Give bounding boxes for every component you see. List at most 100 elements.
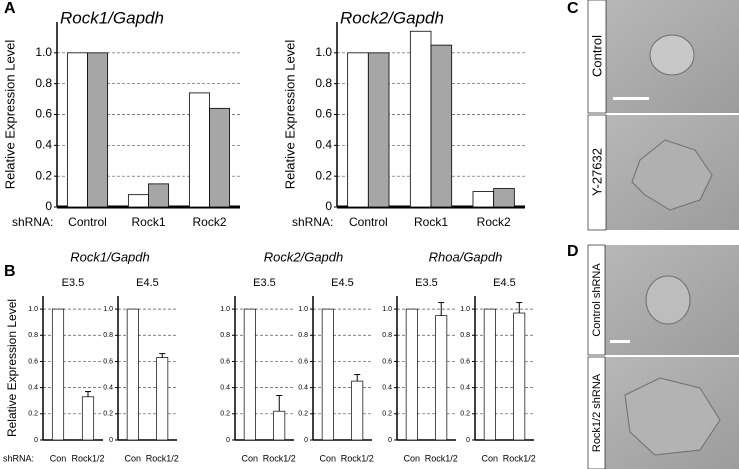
bar — [51, 308, 65, 441]
chart-title: Rock2/Gapdh — [340, 8, 444, 27]
y-tick-label: 0.4 — [298, 384, 308, 391]
cell — [649, 34, 695, 76]
panel-letters: A B C D — [4, 0, 579, 280]
image-label: Rock1/2 shRNA — [591, 373, 603, 452]
y-tick-label: 1.0 — [460, 306, 470, 313]
y-tick-label: 0.6 — [460, 358, 470, 365]
x-tick-label: Rock1/2 — [341, 453, 374, 463]
bar — [472, 191, 495, 208]
y-tick-label: 0 — [304, 437, 308, 444]
y-tick-label: 0.8 — [220, 332, 230, 339]
y-tick-label: 0 — [109, 437, 113, 444]
bar — [148, 183, 170, 208]
x-tick-label: Con — [319, 453, 336, 463]
panel-subtitle: E4.5 — [136, 277, 159, 289]
x-tick-label: Rock1/2 — [146, 453, 179, 463]
bar — [156, 357, 169, 441]
y-tick-label: 0.4 — [28, 384, 38, 391]
y-tick-label: 0 — [325, 199, 332, 213]
y-tick-label: 0.6 — [35, 107, 52, 121]
y-tick-label: 1.0 — [298, 306, 308, 313]
image-panel-d: Control shRNA Rock1/2 shRNA — [587, 244, 739, 469]
y-axis-title: Relative Expression Level — [282, 40, 297, 190]
y-tick-label: 0.6 — [298, 358, 308, 365]
panel-letter: C — [567, 0, 579, 17]
bar — [87, 52, 109, 208]
bar — [321, 308, 334, 441]
y-tick-label: 0.4 — [103, 384, 113, 391]
y-tick-label: 0.2 — [298, 411, 308, 418]
y-tick-label: 0 — [45, 199, 52, 213]
y-tick-label: 0.2 — [35, 168, 52, 182]
label-box — [587, 244, 606, 356]
y-tick-label: 0.2 — [315, 168, 332, 182]
y-tick-label: 1.0 — [103, 306, 113, 313]
x-tick-label: Rock1 — [414, 215, 448, 229]
bar — [435, 315, 448, 441]
y-axis-title: Relative Expression Level — [5, 299, 19, 437]
x-tick-label: Con — [124, 453, 141, 463]
bar — [273, 410, 286, 441]
y-tick-label: 0.4 — [460, 384, 470, 391]
x-tick-label: Rock1/2 — [263, 453, 296, 463]
y-tick-label: 0.4 — [35, 138, 52, 152]
y-tick-label: 0.8 — [298, 332, 308, 339]
y-tick-label: 0.8 — [382, 332, 392, 339]
bar — [409, 30, 432, 208]
x-tick-label: Rock1/2 — [425, 453, 458, 463]
x-tick-label: Con — [241, 453, 258, 463]
y-tick-label: 1.0 — [35, 45, 52, 59]
bar — [209, 107, 231, 208]
y-tick-label: 0.6 — [28, 358, 38, 365]
y-tick-label: 0.2 — [103, 411, 113, 418]
panel-subtitle: E4.5 — [493, 277, 516, 289]
y-tick-label: 0.8 — [28, 332, 38, 339]
y-tick-label: 1.0 — [28, 306, 38, 313]
y-tick-label: 1.0 — [315, 45, 332, 59]
chart-title: Rhoa/Gapdh — [429, 249, 503, 264]
x-tick-label: Control — [68, 215, 107, 229]
x-tick-label: Rock2 — [477, 215, 511, 229]
bar — [81, 396, 95, 441]
bar — [483, 308, 496, 441]
label-box — [587, 356, 606, 469]
chart-title: Rock2/Gapdh — [264, 249, 344, 264]
y-tick-label: 0 — [388, 437, 392, 444]
y-tick-label: 0.2 — [220, 411, 230, 418]
panel-subtitle: E3.5 — [415, 277, 438, 289]
bar — [126, 308, 139, 441]
y-tick-label: 0.6 — [220, 358, 230, 365]
y-tick-label: 0.2 — [460, 411, 470, 418]
image-label: Control — [589, 35, 604, 77]
scale-bar — [613, 97, 649, 100]
bar — [347, 52, 369, 208]
x-tick-label: Control — [349, 215, 388, 229]
y-tick-label: 0.6 — [103, 358, 113, 365]
y-tick-label: 0.4 — [315, 138, 332, 152]
bar — [513, 312, 526, 441]
cell — [645, 275, 691, 325]
image-panel-c: Control Y-27632 — [587, 0, 739, 231]
panel-subtitle: E3.5 — [253, 277, 276, 289]
y-tick-label: 0 — [34, 437, 38, 444]
y-tick-label: 0.8 — [460, 332, 470, 339]
cell — [624, 377, 721, 456]
y-tick-label: 0.6 — [315, 107, 332, 121]
x-prefix: shRNA: — [3, 453, 34, 463]
y-axis-title: Relative Expression Level — [2, 40, 17, 190]
x-tick-label: Con — [481, 453, 498, 463]
label-box — [587, 0, 607, 114]
x-prefix: shRNA: — [292, 215, 333, 229]
x-prefix: shRNA: — [12, 215, 53, 229]
y-tick-label: 0.2 — [28, 411, 38, 418]
bar — [430, 44, 453, 208]
y-tick-label: 0 — [466, 437, 470, 444]
bar — [367, 52, 390, 208]
panel-letter: B — [4, 263, 16, 280]
y-tick-label: 0.6 — [382, 358, 392, 365]
y-tick-label: 1.0 — [220, 306, 230, 313]
bar — [351, 380, 364, 441]
y-tick-label: 0.4 — [382, 384, 392, 391]
panel-subtitle: E4.5 — [331, 277, 354, 289]
